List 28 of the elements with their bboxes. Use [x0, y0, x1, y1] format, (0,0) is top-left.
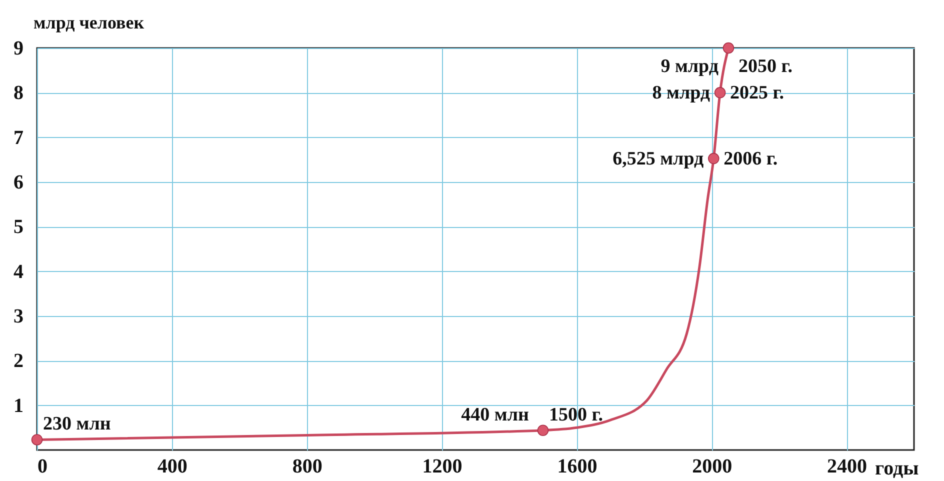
y-tick-label: 4 — [14, 260, 24, 283]
point — [722, 42, 734, 54]
x-tick-label: 2000 — [692, 456, 732, 478]
point — [708, 152, 720, 164]
y-tick-label: 3 — [14, 306, 24, 328]
y-tick-label: 2 — [14, 350, 24, 372]
y-tick-label: 1 — [14, 394, 24, 417]
x-tick-label: 1200 — [422, 456, 462, 478]
point — [31, 434, 43, 446]
x-tick-label: 800 — [292, 456, 322, 478]
annotation: 230 млн — [43, 414, 111, 435]
x-tick-label: 2400 — [827, 456, 868, 478]
point — [714, 87, 726, 98]
y-tick-label: 5 — [14, 216, 24, 238]
annotation: 440 млн — [461, 404, 529, 426]
y-tick-label: 8 — [14, 82, 24, 104]
y-tick-label: 7 — [14, 126, 24, 149]
annotation: 6,525 млрд — [612, 148, 704, 170]
annotation: 2050 г. — [738, 56, 792, 77]
point — [537, 424, 549, 436]
x-tick-label: 400 — [157, 456, 188, 478]
x-tick-label: 0 — [38, 456, 48, 478]
y-tick-label: 6 — [14, 172, 24, 194]
annotation: 2006 г. — [724, 148, 778, 170]
y-tick-label: 9 — [14, 38, 24, 60]
x-axis-title: годы — [875, 458, 920, 480]
x-tick-label: 1600 — [557, 456, 598, 478]
y-axis-title: млрд человек — [34, 12, 145, 32]
